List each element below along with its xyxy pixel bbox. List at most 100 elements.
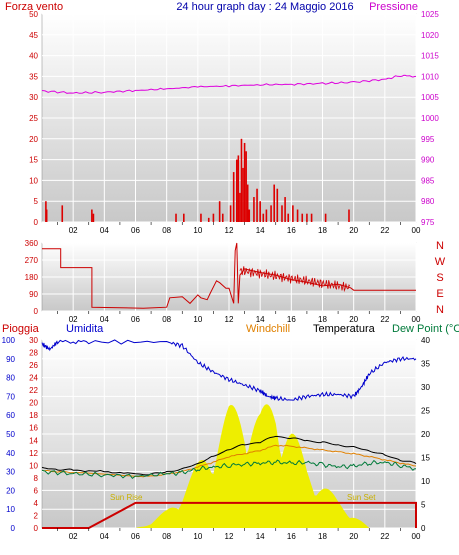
x-tick-label: 16: [287, 226, 296, 235]
legend-pioggia: Pioggia: [2, 323, 40, 335]
pressure-tick-label: 975: [421, 218, 435, 227]
rain-tick-label: 4: [34, 499, 39, 508]
direction-tick-label: 360: [25, 239, 39, 248]
chart-marks: [41, 74, 417, 529]
x-tick-label: 18: [318, 532, 327, 541]
temperature-tick-label: 15: [421, 454, 430, 463]
humidity-tick-label: 50: [6, 430, 15, 439]
pressure-tick-label: 1020: [421, 31, 439, 40]
x-tick-label: 20: [349, 532, 358, 541]
rain-tick-label: 26: [29, 361, 38, 370]
x-tick-label: 10: [193, 532, 202, 541]
temperature-tick-label: 5: [421, 501, 426, 510]
humidity-tick-label: 60: [6, 411, 15, 420]
x-tick-label: 04: [100, 315, 109, 324]
wind-speed-tick-label: 45: [29, 31, 38, 40]
x-tick-label: 00: [412, 226, 421, 235]
x-tick-label: 04: [100, 226, 109, 235]
rain-tick-label: 28: [29, 349, 38, 358]
rain-tick-label: 22: [29, 386, 38, 395]
compass-tick-label: N: [436, 240, 444, 252]
humidity-tick-label: 20: [6, 486, 15, 495]
x-tick-label: 08: [162, 226, 171, 235]
temperature-tick-label: 20: [421, 430, 430, 439]
pressure-tick-label: 995: [421, 135, 435, 144]
rain-tick-label: 0: [34, 524, 39, 533]
sunset-label: Sun Set: [347, 493, 376, 502]
humidity-tick-label: 40: [6, 449, 15, 458]
x-tick-label: 12: [225, 226, 234, 235]
pressure-tick-label: 1025: [421, 10, 439, 19]
compass-tick-label: S: [436, 272, 443, 284]
humidity-tick-label: 0: [11, 524, 16, 533]
humidity-tick-label: 10: [6, 505, 15, 514]
compass-tick-label: E: [436, 288, 443, 300]
wind-speed-tick-label: 25: [29, 114, 38, 123]
x-tick-label: 14: [256, 226, 265, 235]
x-tick-label: 14: [256, 315, 265, 324]
wind-speed-tick-label: 0: [34, 218, 39, 227]
x-tick-label: 22: [380, 315, 389, 324]
legend-windchill: Windchill: [246, 323, 290, 335]
pressure-tick-label: 1015: [421, 52, 439, 61]
x-tick-label: 18: [318, 315, 327, 324]
compass-tick-label: W: [435, 256, 446, 268]
x-tick-label: 02: [69, 226, 78, 235]
x-tick-label: 08: [162, 532, 171, 541]
x-tick-label: 10: [193, 226, 202, 235]
pressure-line: [41, 74, 417, 94]
pressure-tick-label: 1000: [421, 114, 439, 123]
x-tick-label: 12: [225, 532, 234, 541]
x-tick-label: 16: [287, 315, 296, 324]
dewpoint-line: [41, 459, 417, 479]
legend-dew-point: Dew Point (°C: [392, 323, 459, 335]
x-tick-label: 14: [256, 532, 265, 541]
wind-speed-tick-label: 50: [29, 10, 38, 19]
legend-temperatura: Temperatura: [313, 323, 376, 335]
humidity-tick-label: 30: [6, 468, 15, 477]
temperature-tick-label: 0: [421, 524, 426, 533]
pressure-tick-label: 1005: [421, 93, 439, 102]
wind-speed-tick-label: 15: [29, 156, 38, 165]
temperature-tick-label: 10: [421, 477, 430, 486]
x-tick-label: 22: [380, 226, 389, 235]
direction-tick-label: 0: [34, 307, 39, 316]
temperature-tick-label: 25: [421, 407, 430, 416]
humidity-tick-label: 70: [6, 392, 15, 401]
sunrise-label: Sun Rise: [110, 493, 143, 502]
humidity-tick-label: 80: [6, 374, 15, 383]
rain-line: [42, 501, 417, 529]
direction-tick-label: 180: [25, 273, 39, 282]
rain-tick-label: 10: [29, 461, 38, 470]
legend-umidita: Umidita: [66, 323, 104, 335]
x-tick-label: 16: [287, 532, 296, 541]
pressure-tick-label: 985: [421, 176, 435, 185]
pressure-axis-title: Pressione: [369, 1, 418, 13]
wind-speed-tick-label: 20: [29, 135, 38, 144]
x-tick-label: 22: [380, 532, 389, 541]
rain-tick-label: 14: [29, 436, 38, 445]
rain-tick-label: 8: [34, 474, 39, 483]
pressure-tick-label: 990: [421, 156, 435, 165]
wind-speed-tick-label: 40: [29, 52, 38, 61]
wind-speed-axis-title: Forza vento: [5, 1, 63, 13]
wind-speed-tick-label: 35: [29, 72, 38, 81]
x-tick-label: 08: [162, 315, 171, 324]
x-tick-label: 20: [349, 226, 358, 235]
rain-tick-label: 12: [29, 449, 38, 458]
x-tick-label: 10: [193, 315, 202, 324]
x-tick-label: 06: [131, 532, 140, 541]
temperature-tick-label: 40: [421, 336, 430, 345]
x-tick-label: 04: [100, 532, 109, 541]
wind-speed-tick-label: 5: [34, 197, 39, 206]
humidity-tick-label: 90: [6, 355, 15, 364]
pressure-tick-label: 980: [421, 197, 435, 206]
x-tick-label: 02: [69, 532, 78, 541]
x-tick-label: 02: [69, 315, 78, 324]
x-tick-label: 06: [131, 226, 140, 235]
sun-radiation-area: [135, 404, 370, 528]
rain-tick-label: 30: [29, 336, 38, 345]
rain-tick-label: 16: [29, 424, 38, 433]
